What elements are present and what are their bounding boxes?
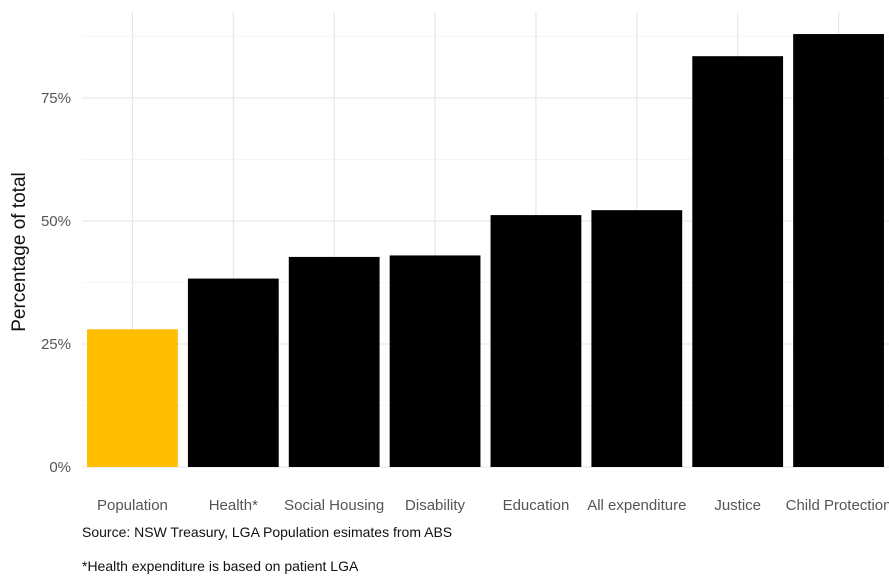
bar [692,56,784,468]
x-tick-label: Health* [209,497,258,514]
source-note: Source: NSW Treasury, LGA Population esi… [82,524,453,540]
y-tick-label: 75% [41,90,71,107]
bar [591,210,683,467]
y-axis-title: Percentage of total [9,172,30,332]
bar [389,255,481,467]
x-tick-label: Population [97,497,168,514]
y-tick-label: 0% [49,459,71,476]
x-tick-label: Disability [405,497,466,514]
x-tick-label: Child Protection [786,497,889,514]
bars [87,34,884,468]
bar [490,215,582,467]
x-tick-label: Justice [714,497,761,514]
bar [87,329,178,467]
bar [288,256,380,467]
x-tick-label: Social Housing [284,497,384,514]
y-tick-label: 50% [41,213,71,230]
y-tick-label: 25% [41,336,71,353]
x-tick-label: All expenditure [587,497,686,514]
bar-chart: 0% 25% 50% 75% Population Health* Social Hous… [9,12,889,514]
bar [793,34,884,467]
bar [187,278,279,467]
y-axis-ticks: 0% 25% 50% 75% [41,90,71,476]
x-axis-ticks: Population Health* Social Housing Disabilit… [97,497,889,514]
x-tick-label: Education [503,497,570,514]
health-footnote: *Health expenditure is based on patient … [82,558,359,574]
